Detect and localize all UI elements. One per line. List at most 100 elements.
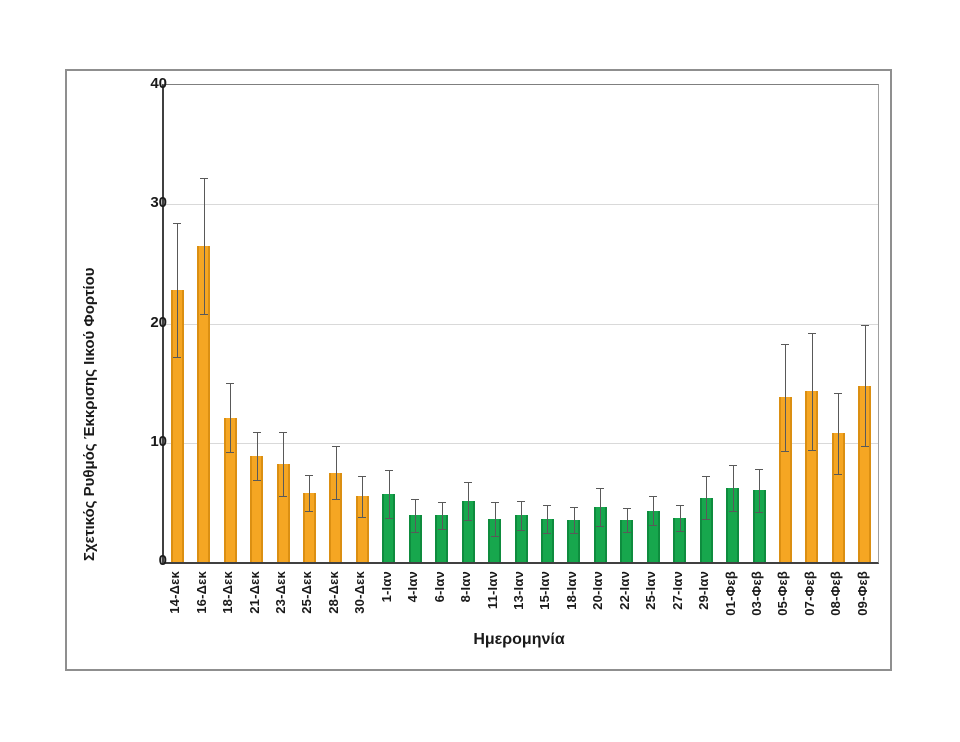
error-cap-bottom-8-Ιαν [464,520,473,522]
bar-20-Ιαν [593,507,607,562]
bar-14-Δεκ [170,290,184,562]
bar-22-Ιαν [620,520,634,562]
error-bar-18-Δεκ [230,383,232,453]
error-cap-top-15-Ιαν [543,504,552,506]
x-tick-label-21-Δεκ: 21-Δεκ [246,571,262,614]
error-bar-20-Ιαν [600,488,602,527]
x-tick-label-29-Ιαν: 29-Ιαν [696,571,712,610]
x-tick-label-18-Ιαν: 18-Ιαν [563,571,579,610]
x-tick-label-13-Ιαν: 13-Ιαν [511,571,526,610]
error-cap-top-30-Δεκ [358,476,367,478]
bar-25-Δεκ [302,492,316,562]
error-cap-bottom-11-Ιαν [490,535,499,537]
error-cap-bottom-16-Δεκ [199,313,208,315]
error-cap-bottom-4-Ιαν [411,532,420,534]
error-bar-22-Ιαν [626,508,628,533]
error-bar-4-Ιαν [415,498,417,533]
error-cap-top-6-Ιαν [437,502,446,504]
error-cap-top-20-Ιαν [596,488,605,490]
bar-28-Δεκ [329,472,343,562]
bar-05-Φεβ [778,397,792,562]
bar-21-Δεκ [250,455,264,562]
error-cap-top-11-Ιαν [490,502,499,504]
x-tick-label-09-Φεβ: 09-Φεβ [854,571,870,616]
plot-area [162,84,879,564]
x-tick-label-27-Ιαν: 27-Ιαν [669,571,685,610]
error-bar-01-Φεβ [732,465,734,511]
error-cap-top-07-Φεβ [807,333,816,335]
error-cap-top-16-Δεκ [199,178,208,179]
error-cap-bottom-27-Ιαν [675,530,684,532]
error-bar-25-Δεκ [309,474,311,511]
x-tick-label-14-Δεκ: 14-Δεκ [167,571,183,614]
x-tick-label-4-Ιαν: 4-Ιαν [405,571,421,603]
error-bar-30-Δεκ [362,476,364,517]
error-cap-top-14-Δεκ [173,223,182,225]
error-cap-bottom-30-Δεκ [358,516,367,518]
error-cap-bottom-1-Ιαν [384,517,393,519]
error-bar-03-Φεβ [759,468,760,512]
x-tick-label-18-Δεκ: 18-Δεκ [220,571,236,614]
x-tick-label-1-Ιαν: 1-Ιαν [378,571,394,603]
error-cap-bottom-6-Ιαν [437,528,446,530]
error-bar-25-Ιαν [653,496,655,526]
bar-11-Ιαν [488,519,502,562]
error-cap-bottom-08-Φεβ [834,473,843,475]
y-tick-label-30: 30 [150,194,167,212]
x-tick-label-25-Ιαν: 25-Ιαν [643,571,659,610]
bar-01-Φεβ [726,488,740,562]
bar-27-Ιαν [673,517,687,562]
bar-1-Ιαν [382,494,396,562]
error-cap-bottom-21-Δεκ [252,479,261,481]
error-cap-top-27-Ιαν [675,504,684,506]
error-bar-21-Δεκ [256,432,258,480]
bar-08-Φεβ [831,433,845,562]
error-cap-bottom-15-Ιαν [543,533,552,535]
bar-8-Ιαν [461,501,475,562]
bar-03-Φεβ [752,490,766,562]
y-tick-label-10: 10 [150,432,167,450]
error-cap-bottom-25-Ιαν [649,525,658,527]
gridline-y10 [164,442,878,444]
error-cap-top-18-Ιαν [569,507,578,509]
error-bar-08-Φεβ [838,392,840,474]
y-tick-label-20: 20 [150,313,167,331]
error-cap-bottom-13-Ιαν [517,529,525,531]
error-bar-05-Φεβ [785,343,787,452]
chart-frame: Σχετικός Ρυθμός Έκκρισης Ιικού Φορτίου 0… [65,69,892,671]
error-bar-11-Ιαν [494,502,496,536]
error-cap-top-25-Δεκ [305,474,314,476]
error-cap-top-4-Ιαν [411,498,420,500]
error-cap-bottom-01-Φεβ [728,510,737,512]
error-cap-bottom-20-Ιαν [596,526,605,528]
error-bar-29-Ιαν [706,476,708,520]
error-cap-top-05-Φεβ [781,343,790,345]
error-cap-top-08-Φεβ [834,392,843,394]
x-tick-label-25-Δεκ: 25-Δεκ [299,571,315,614]
error-cap-bottom-28-Δεκ [331,498,340,500]
error-cap-bottom-09-Φεβ [860,446,869,448]
error-cap-top-8-Ιαν [464,482,473,484]
bar-13-Ιαν [514,515,528,562]
error-bar-13-Ιαν [521,501,522,530]
bar-18-Ιαν [567,520,581,562]
x-tick-label-30-Δεκ: 30-Δεκ [352,571,368,614]
error-bar-23-Δεκ [283,432,284,497]
error-bar-16-Δεκ [203,178,205,314]
bar-15-Ιαν [540,519,554,562]
bar-4-Ιαν [408,515,422,562]
error-cap-bottom-03-Φεβ [755,511,763,513]
error-bar-28-Δεκ [335,446,337,499]
bar-07-Φεβ [805,391,819,562]
error-cap-top-01-Φεβ [728,465,737,467]
error-cap-bottom-05-Φεβ [781,451,790,453]
error-bar-1-Ιαν [388,470,390,518]
error-bar-09-Φεβ [864,324,866,447]
y-tick-label-0: 0 [158,552,167,569]
error-cap-bottom-29-Ιαν [702,519,711,521]
error-cap-top-29-Ιαν [702,476,711,478]
error-cap-top-23-Δεκ [279,432,287,434]
error-cap-top-13-Ιαν [517,501,525,503]
error-bar-8-Ιαν [468,482,470,521]
